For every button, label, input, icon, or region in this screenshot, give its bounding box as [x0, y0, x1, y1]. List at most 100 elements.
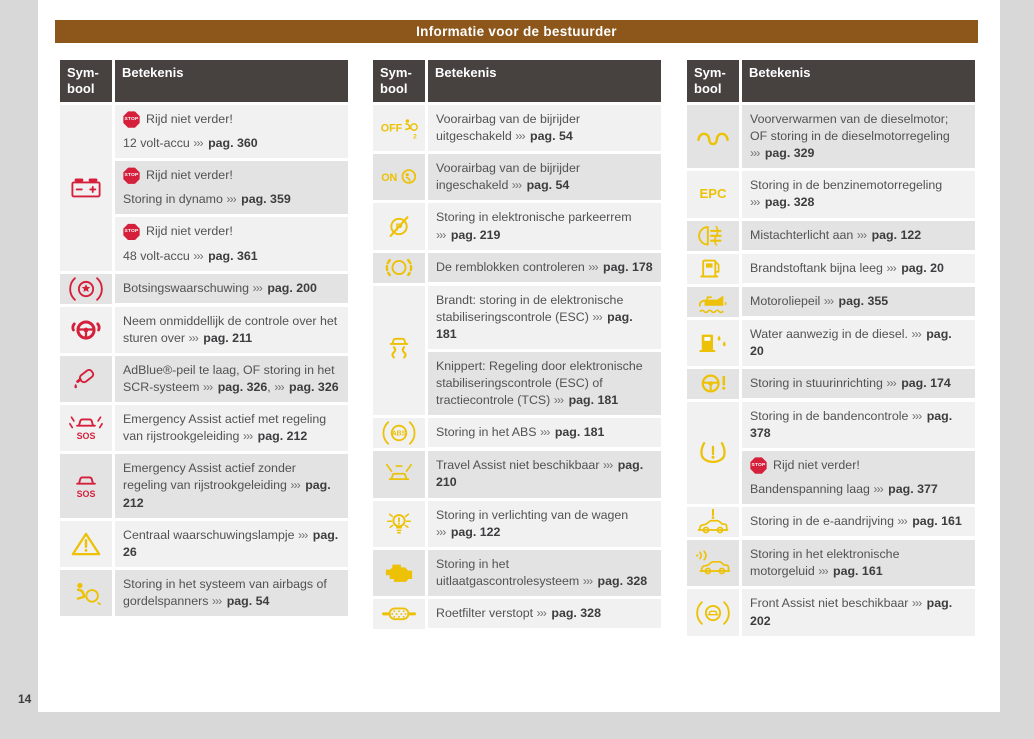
legend-row: Brandt: storing in de elektronische stab… [373, 285, 661, 416]
page-reference: pag. 328 [594, 573, 648, 588]
legend-row: SOS Emergency Assist actief met regeling … [60, 405, 348, 452]
see-page-chevrons: ››› [274, 379, 284, 394]
legend-row: Front Assist niet beschikbaar ››› pag. 2… [687, 589, 975, 636]
battery-icon [60, 105, 112, 271]
see-page-chevrons: ››› [886, 375, 896, 390]
page-reference: pag. 329 [761, 146, 815, 161]
epc-icon: EPC [687, 171, 739, 218]
legend-row: Storing in stuurinrichting ››› pag. 174 [687, 368, 975, 399]
see-page-chevrons: ››› [911, 326, 921, 341]
meaning-cell: Motoroliepeil ››› pag. 355 [742, 286, 975, 316]
see-page-chevrons: ››› [582, 573, 593, 588]
engine-sound-icon [687, 540, 739, 587]
page-number: 14 [18, 692, 32, 706]
page-reference: pag. 326 [214, 379, 268, 394]
see-page-chevrons: ››› [188, 330, 198, 345]
meaning-cell: Emergency Assist actief met regeling van… [115, 405, 348, 452]
meaning-cell: STOP Rijd niet verder! Storing in dynamo ›… [115, 161, 348, 215]
legend-row: Storing in het elektronische motorgeluid… [687, 540, 975, 587]
emergency-assist-icon: SOS [60, 454, 112, 518]
airbag-on-icon: ON [373, 154, 425, 201]
see-page-chevrons: ››› [515, 129, 525, 144]
legend-row: P Storing in elektronische parkeerrem ›››… [373, 203, 661, 250]
legend-row: Storing in de e-aandrijving ››› pag. 161 [687, 507, 975, 538]
meaning-cell: Storing in de e-aandrijving ››› pag. 161 [742, 507, 975, 537]
meaning-cell: Mistachterlicht aan ››› pag. 122 [742, 220, 975, 250]
page-reference: pag. 20 [750, 326, 952, 358]
legend-row: SOS Emergency Assist actief zonder regeli… [60, 454, 348, 518]
hands-on-steering-wheel-icon [60, 306, 112, 353]
see-page-chevrons: ››› [193, 136, 203, 151]
meaning-cell: Centraal waarschuwingslampje ››› pag. 26 [115, 520, 348, 567]
svg-text:SOS: SOS [77, 431, 96, 441]
stop-icon: STOP [123, 223, 140, 241]
see-page-chevrons: ››› [290, 478, 300, 493]
page-reference: pag. 359 [237, 192, 291, 207]
svg-text:EPC: EPC [700, 187, 727, 202]
see-page-chevrons: ››› [588, 259, 598, 274]
page-reference: pag. 122 [868, 227, 922, 242]
page-reference: pag. 212 [254, 429, 308, 444]
see-page-chevrons: ››› [602, 458, 613, 473]
symbol-column-header: Sym- bool [60, 60, 112, 102]
see-page-chevrons: ››› [297, 527, 308, 542]
meaning-cell: Brandstoftank bijna leeg ››› pag. 20 [742, 253, 975, 283]
see-page-chevrons: ››› [553, 393, 564, 408]
parking-brake-fault-icon: P [373, 203, 425, 250]
glow-plug-icon [687, 105, 739, 169]
legend-table-3: Sym- bool Betekenis Voorverwarmen van de d… [687, 60, 975, 639]
stop-icon: STOP [123, 111, 140, 128]
meaning-cell: Travel Assist niet beschikbaar ››› pag. … [428, 451, 661, 498]
abs-icon: ABS [373, 418, 425, 449]
legend-row: Motoroliepeil ››› pag. 355 [687, 286, 975, 317]
legend-row: De remblokken controleren ››› pag. 178 [373, 252, 661, 283]
legend-table-1: Sym- bool Betekenis STOP Rijd niet verder! 1… [60, 60, 348, 619]
oil-can-icon [687, 286, 739, 317]
see-page-chevrons: ››› [750, 146, 760, 161]
meaning-cell: STOP Rijd niet verder! Bandenspanning laag… [742, 450, 975, 505]
collision-warning-icon [60, 273, 112, 304]
page-reference: pag. 181 [565, 393, 619, 408]
page-reference: pag. 181 [551, 425, 605, 440]
meaning-cell: Knippert: Regeling door elektronische st… [428, 351, 661, 416]
page-reference: pag. 161 [908, 514, 962, 529]
see-page-chevrons: ››› [193, 248, 203, 263]
legend-row: OFF 2 Voorairbag van de bijrijder uitgesch… [373, 105, 661, 152]
adblue-refill-icon [60, 355, 112, 403]
page-reference: pag. 377 [884, 482, 938, 497]
page-reference: pag. 328 [761, 195, 815, 210]
legend-row: EPC Storing in de benzinemotorregeling ››… [687, 171, 975, 218]
meaning-cell: Storing in verlichting van de wagen ››› … [428, 500, 661, 547]
meaning-cell: Storing in het ABS ››› pag. 181 [428, 418, 661, 448]
meaning-cell: Storing in het systeem van airbags of go… [115, 569, 348, 617]
see-page-chevrons: ››› [897, 514, 907, 529]
legend-row: Travel Assist niet beschikbaar ››› pag. … [373, 451, 661, 498]
see-page-chevrons: ››› [911, 596, 922, 611]
page-reference: pag. 355 [835, 293, 889, 308]
meaning-cell: Brandt: storing in de elektronische stab… [428, 285, 661, 349]
legend-row: Mistachterlicht aan ››› pag. 122 [687, 220, 975, 251]
symbol-column-header: Sym- bool [373, 60, 425, 102]
see-page-chevrons: ››› [242, 429, 253, 444]
page-reference: pag. 326 [285, 379, 339, 394]
see-page-chevrons: ››› [911, 408, 922, 423]
legend-row: ON Voorairbag van de bijrijder ingeschake… [373, 154, 661, 201]
see-page-chevrons: ››› [252, 280, 262, 295]
page-reference: pag. 26 [123, 527, 339, 559]
stop-warning-text: Rijd niet verder! [146, 168, 233, 183]
legend-row: Centraal waarschuwingslampje ››› pag. 26 [60, 520, 348, 567]
page-reference: pag. 161 [829, 564, 883, 579]
page-reference: pag. 20 [897, 260, 944, 275]
meaning-column-header: Betekenis [115, 60, 348, 102]
legend-row: Water aanwezig in de diesel. ››› pag. 20 [687, 319, 975, 366]
svg-text:ABS: ABS [392, 431, 407, 438]
meaning-cell: Water aanwezig in de diesel. ››› pag. 20 [742, 319, 975, 366]
meaning-cell: Voorairbag van de bijrijder ingeschakeld… [428, 154, 661, 201]
meaning-cell: Storing in stuurinrichting ››› pag. 174 [742, 368, 975, 398]
legend-row: Roetfilter verstopt ››› pag. 328 [373, 598, 661, 629]
meaning-cell: Botsingswaarschuwing ››› pag. 200 [115, 273, 348, 303]
page-reference: pag. 212 [123, 478, 331, 510]
page-reference: pag. 219 [447, 227, 501, 242]
see-page-chevrons: ››› [211, 593, 222, 608]
page-reference: pag. 210 [436, 458, 644, 490]
